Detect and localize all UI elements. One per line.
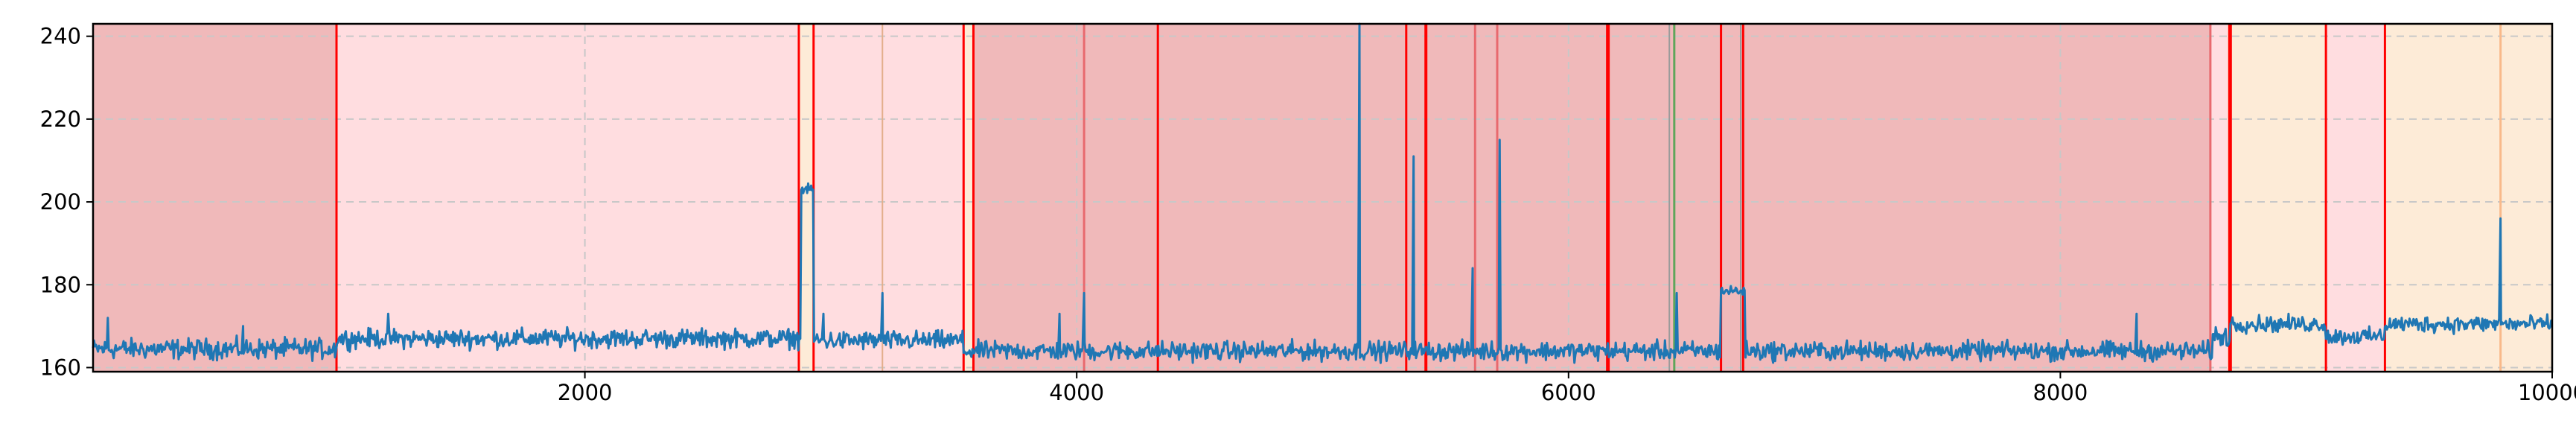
y-tick-label-180: 180 <box>40 272 81 297</box>
y-tick-label-160: 160 <box>40 355 81 380</box>
x-tick-label-2000: 2000 <box>558 380 613 405</box>
y-tick-label-200: 200 <box>40 189 81 215</box>
y-tick-label-240: 240 <box>40 24 81 49</box>
y-tick-label-220: 220 <box>40 107 81 132</box>
x-tick-label-4000: 4000 <box>1049 380 1104 405</box>
shaded-regions <box>93 24 2552 372</box>
x-tick-label-6000: 6000 <box>1541 380 1596 405</box>
shaded-region-6 <box>2210 24 2228 372</box>
x-tick-label-8000: 8000 <box>2033 380 2088 405</box>
series-group <box>92 22 2553 364</box>
shaded-region-9 <box>2385 24 2552 372</box>
grid-lines <box>93 24 2553 372</box>
shaded-region-0 <box>93 24 337 372</box>
series-line <box>92 22 2553 364</box>
plot-frame <box>92 22 2554 373</box>
vertical-markers <box>335 24 2502 372</box>
shaded-region-8 <box>2326 24 2385 372</box>
shaded-region-7 <box>2228 24 2327 372</box>
axes-group: 2000 4000 6000 8000 10000 160 180 200 220 240 <box>40 22 2576 405</box>
shaded-region-1 <box>336 24 799 372</box>
shaded-region-5 <box>973 24 2210 372</box>
shaded-region-3 <box>813 24 964 372</box>
x-tick-label-10000: 10000 <box>2518 380 2576 405</box>
shaded-region-4 <box>963 24 974 372</box>
